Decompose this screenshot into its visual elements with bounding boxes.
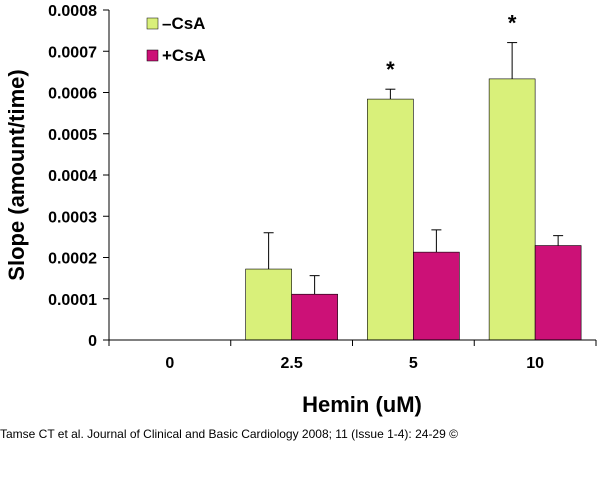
bar-chart: 0 0.0001 0.0002 0.0003 0.0004 0.0005 0.0006 0.0… [4, 3, 597, 417]
bar [291, 293, 338, 341]
x-axis-ticks: 0 2.5 5 10 [108, 340, 597, 372]
bar [488, 78, 536, 341]
bar [367, 98, 414, 341]
legend: –CsA +CsA [146, 14, 206, 65]
bars [245, 78, 582, 341]
significance-markers: ** [386, 11, 517, 83]
bar [413, 251, 460, 341]
legend-swatch-plus-csa [146, 49, 159, 62]
y-tick-label: 0.0001 [48, 292, 97, 309]
x-tick-label: 2.5 [281, 355, 303, 372]
x-tick-label: 10 [526, 355, 544, 372]
citation-text: Tamse CT et al. Journal of Clinical and … [0, 427, 458, 441]
legend-swatch-minus-csa [146, 17, 159, 30]
significance-star: * [386, 57, 395, 82]
bar [534, 245, 582, 341]
bar [245, 268, 292, 341]
y-tick-label: 0.0008 [48, 3, 97, 20]
y-tick-label: 0.0002 [48, 251, 97, 268]
y-tick-label: 0.0003 [48, 209, 97, 226]
x-tick-label: 0 [165, 355, 174, 372]
legend-label-minus-csa: –CsA [162, 14, 205, 33]
x-tick-label: 5 [409, 355, 418, 372]
y-axis-title: Slope (amount/time) [4, 69, 29, 280]
significance-star: * [508, 11, 517, 36]
y-tick-label: 0 [88, 333, 97, 350]
y-tick-label: 0.0007 [48, 44, 97, 61]
legend-label-plus-csa: +CsA [162, 46, 206, 65]
error-bars [263, 42, 564, 295]
x-axis-title: Hemin (uM) [302, 392, 422, 417]
y-tick-label: 0.0005 [48, 127, 97, 144]
y-axis-ticks: 0 0.0001 0.0002 0.0003 0.0004 0.0005 0.0006 0.0… [48, 3, 109, 350]
y-tick-label: 0.0004 [48, 168, 97, 185]
y-tick-label: 0.0006 [48, 86, 97, 103]
